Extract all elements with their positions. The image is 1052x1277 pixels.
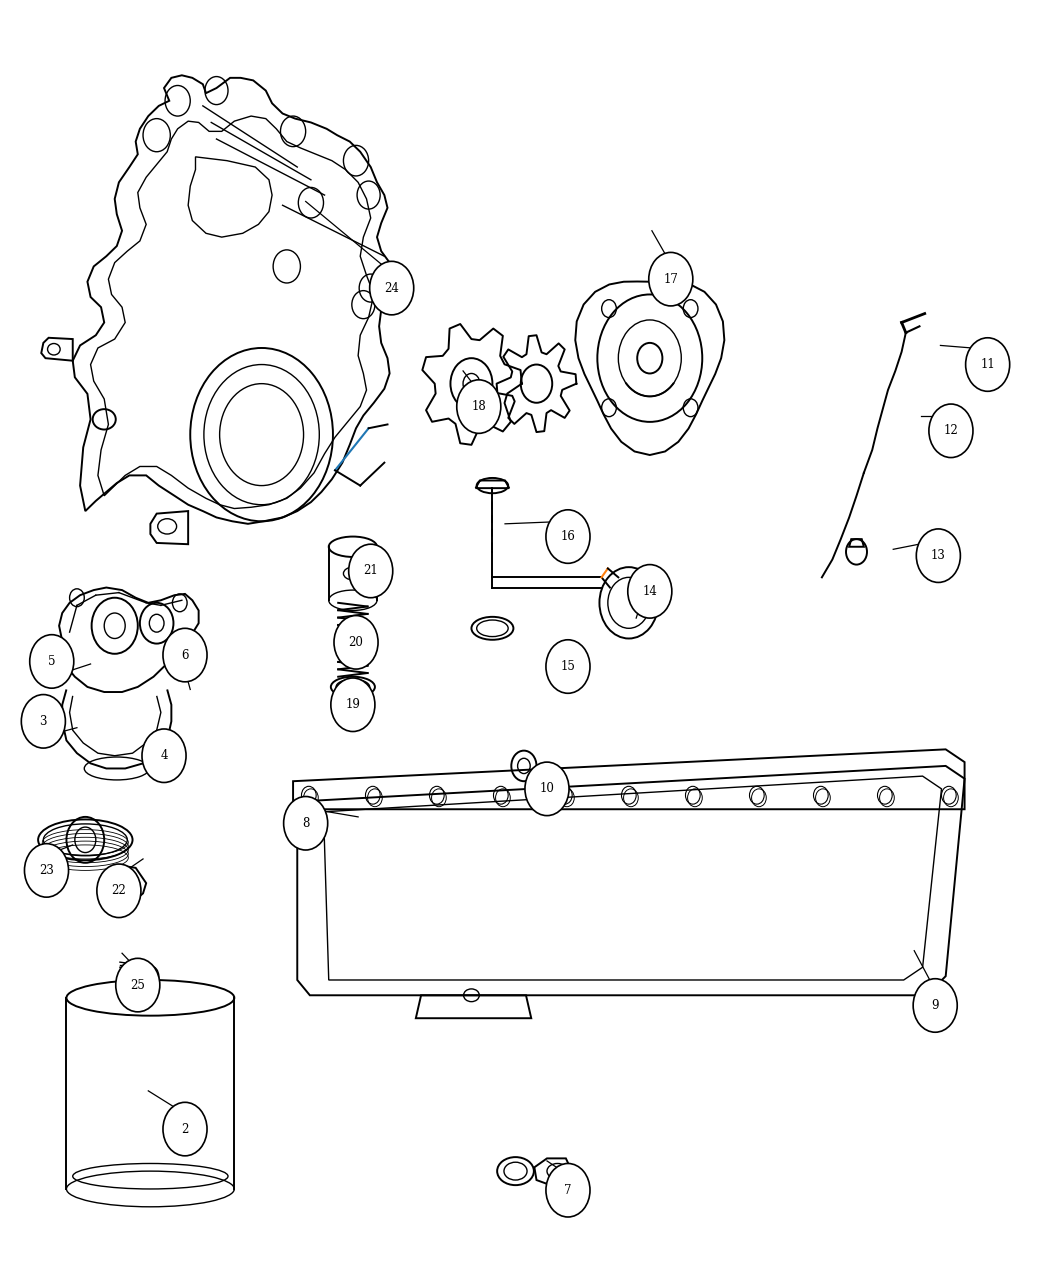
Circle shape [21, 695, 65, 748]
Text: 6: 6 [181, 649, 188, 661]
Text: 13: 13 [931, 549, 946, 562]
Circle shape [333, 616, 378, 669]
Text: 7: 7 [564, 1184, 571, 1197]
Text: 15: 15 [561, 660, 575, 673]
Text: 2: 2 [181, 1122, 188, 1135]
Circle shape [369, 262, 413, 315]
Text: 5: 5 [48, 655, 56, 668]
Text: 4: 4 [160, 750, 167, 762]
Text: 8: 8 [302, 817, 309, 830]
Circle shape [546, 510, 590, 563]
Circle shape [284, 797, 327, 850]
Text: 16: 16 [561, 530, 575, 543]
Circle shape [97, 865, 141, 918]
Circle shape [546, 640, 590, 693]
Circle shape [29, 635, 74, 688]
Circle shape [546, 1163, 590, 1217]
Text: 19: 19 [345, 699, 361, 711]
Text: 22: 22 [112, 884, 126, 898]
Text: 24: 24 [384, 282, 399, 295]
Text: 23: 23 [39, 865, 54, 877]
Circle shape [916, 529, 960, 582]
Circle shape [24, 844, 68, 898]
Circle shape [525, 762, 569, 816]
Text: 14: 14 [643, 585, 658, 598]
Circle shape [348, 544, 392, 598]
Text: 25: 25 [130, 978, 145, 991]
Text: 17: 17 [664, 273, 679, 286]
Circle shape [457, 379, 501, 433]
Text: 11: 11 [980, 358, 995, 372]
Text: 12: 12 [944, 424, 958, 437]
Text: 10: 10 [540, 783, 554, 796]
Circle shape [163, 628, 207, 682]
Circle shape [116, 958, 160, 1011]
Text: 9: 9 [931, 999, 939, 1011]
Circle shape [142, 729, 186, 783]
Circle shape [913, 978, 957, 1032]
Circle shape [628, 564, 672, 618]
Circle shape [966, 338, 1010, 391]
Text: 21: 21 [363, 564, 378, 577]
Text: 20: 20 [348, 636, 363, 649]
Text: 18: 18 [471, 400, 486, 412]
Text: 3: 3 [40, 715, 47, 728]
Circle shape [929, 404, 973, 457]
Circle shape [163, 1102, 207, 1156]
Circle shape [649, 253, 693, 306]
Circle shape [330, 678, 375, 732]
